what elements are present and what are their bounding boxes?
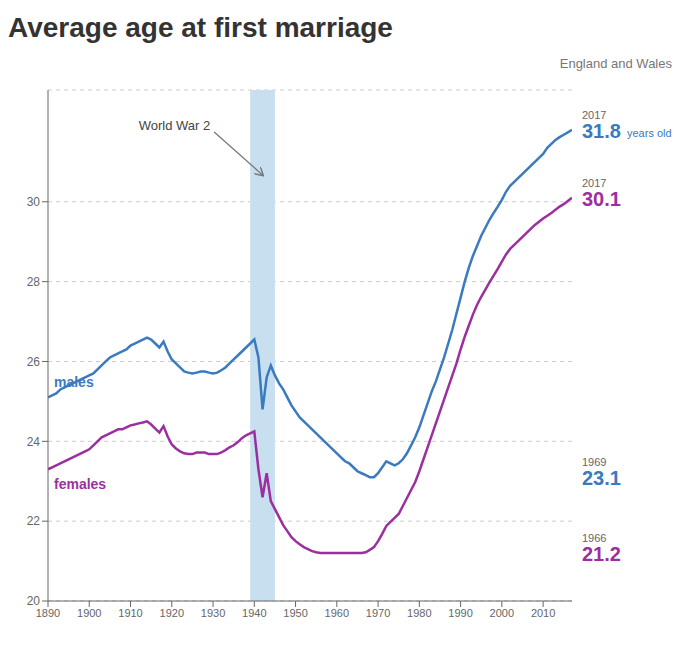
svg-text:2010: 2010: [531, 607, 555, 619]
svg-text:males: males: [54, 374, 94, 390]
svg-text:World War 2: World War 2: [139, 118, 211, 133]
svg-text:1960: 1960: [325, 607, 349, 619]
svg-text:20: 20: [27, 594, 41, 608]
svg-text:21.2: 21.2: [582, 543, 621, 565]
svg-text:1950: 1950: [283, 607, 307, 619]
svg-text:1940: 1940: [242, 607, 266, 619]
svg-text:30: 30: [27, 195, 41, 209]
html-text:Average age at first marriage: Average age at first marriage: [8, 12, 393, 43]
svg-text:1990: 1990: [448, 607, 472, 619]
svg-text:1970: 1970: [366, 607, 390, 619]
svg-text:22: 22: [27, 514, 41, 528]
svg-text:1966: 1966: [582, 532, 607, 545]
html-text:England and Wales: England and Wales: [559, 56, 672, 71]
svg-text:1920: 1920: [160, 607, 184, 619]
svg-text:2000: 2000: [490, 607, 514, 619]
svg-text:years old: years old: [627, 127, 672, 139]
svg-text:1969: 1969: [582, 456, 607, 469]
svg-text:1980: 1980: [407, 607, 431, 619]
svg-text:30.1: 30.1: [582, 188, 621, 210]
svg-text:1930: 1930: [201, 607, 225, 619]
svg-text:1900: 1900: [77, 607, 101, 619]
svg-text:23.1: 23.1: [582, 467, 621, 489]
svg-text:1890: 1890: [36, 607, 60, 619]
svg-text:24: 24: [27, 435, 41, 449]
svg-text:2017: 2017: [582, 176, 607, 189]
svg-text:26: 26: [27, 355, 41, 369]
svg-text:28: 28: [27, 275, 41, 289]
svg-text:31.8: 31.8: [582, 120, 621, 142]
svg-text:2017: 2017: [582, 108, 607, 121]
svg-text:1910: 1910: [118, 607, 142, 619]
svg-text:females: females: [54, 476, 106, 492]
